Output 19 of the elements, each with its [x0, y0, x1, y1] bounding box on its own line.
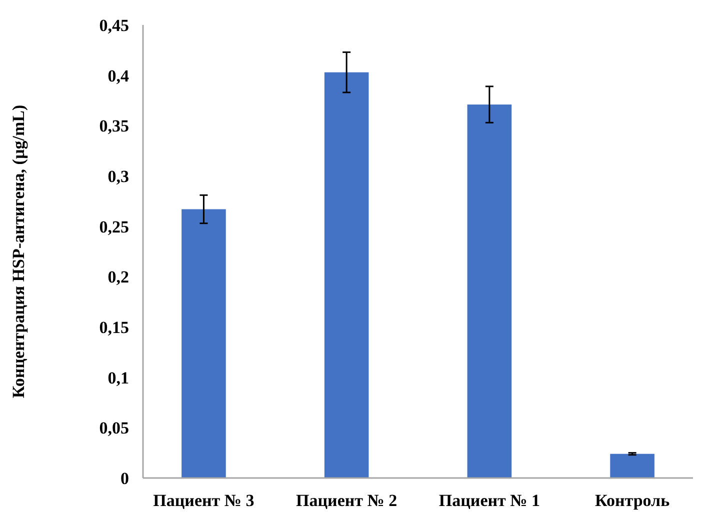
x-tick-label: Пациент № 2 — [296, 491, 398, 510]
y-tick-label: 0 — [120, 468, 129, 488]
bar — [610, 454, 654, 478]
y-tick-label: 0,05 — [99, 418, 129, 438]
y-tick-label: 0,3 — [108, 166, 129, 186]
y-tick-label: 0,1 — [108, 368, 129, 388]
bar — [467, 104, 512, 478]
y-tick-label: 0,2 — [108, 268, 129, 287]
y-axis-title: Концентрация HSP-антигена, (µg/mL) — [9, 104, 28, 398]
y-tick-label: 0,4 — [108, 66, 130, 86]
x-tick-label: Пациент № 1 — [438, 491, 540, 510]
x-tick-label: Контроль — [594, 491, 670, 510]
y-tick-label: 0,45 — [99, 16, 129, 35]
y-tick-label: 0,35 — [99, 116, 129, 136]
y-tick-label: 0,25 — [99, 217, 129, 236]
bar — [324, 72, 369, 478]
y-tick-label: 0,15 — [99, 318, 129, 337]
x-tick-label: Пациент № 3 — [153, 491, 254, 510]
bar — [182, 209, 226, 478]
